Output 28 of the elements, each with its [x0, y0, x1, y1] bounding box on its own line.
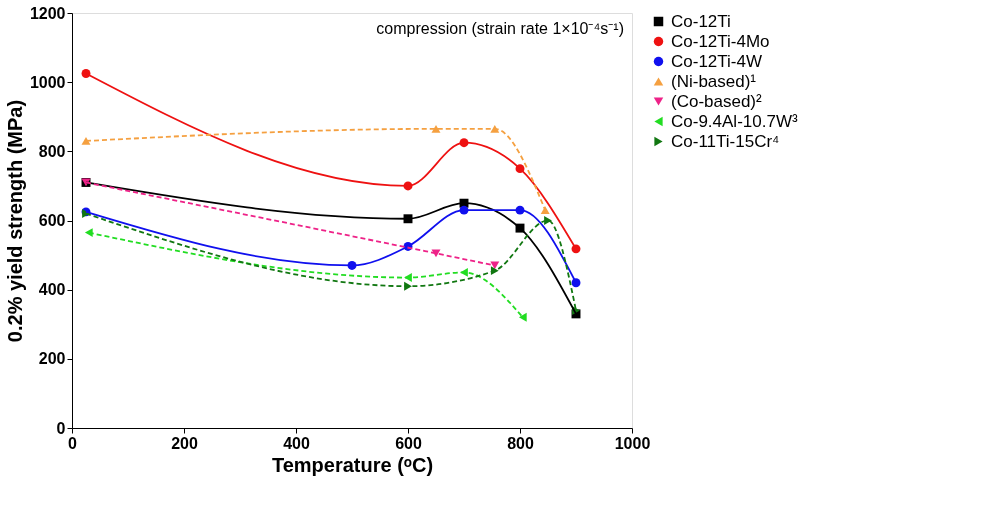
y-tick-label: 1000	[29, 73, 66, 91]
y-tick-label: 400	[38, 281, 66, 299]
y-tick-label: 600	[38, 212, 66, 229]
x-tick-label: 1000	[614, 434, 651, 452]
y-tick-label: 800	[38, 142, 66, 160]
legend-label: Co-12Ti-4Mo	[671, 31, 770, 51]
y-tick-label: 0	[56, 419, 66, 437]
legend-label: Co-9.4Al-10.7W³	[671, 111, 798, 131]
x-tick-label: 0	[68, 434, 78, 452]
y-tick-label: 1200	[29, 4, 66, 22]
x-tick-label: 800	[507, 434, 534, 452]
x-axis-title: Temperature (ᵒC)	[271, 453, 434, 476]
point	[490, 124, 500, 133]
x-tick-label: 400	[283, 434, 310, 452]
legend-label: Co-11Ti-15Cr⁴	[671, 131, 780, 151]
legend-label: Co-12Ti	[671, 11, 731, 31]
x-tick-label: 200	[171, 434, 198, 452]
y-axis-title: 0.2% yield strength (MPa)	[3, 99, 26, 343]
legend-label: Co-12Ti-4W	[671, 51, 762, 71]
y-tick-label: 200	[38, 350, 66, 368]
legend-label: (Co-based)²	[671, 91, 763, 111]
point	[518, 312, 527, 322]
annotation: compression (strain rate 1×10⁻⁴s⁻¹)	[376, 20, 624, 37]
legend-label: (Ni-based)¹	[671, 71, 757, 91]
point	[404, 273, 412, 283]
point	[431, 124, 441, 133]
point	[431, 249, 441, 258]
x-tick-label: 600	[395, 434, 422, 452]
